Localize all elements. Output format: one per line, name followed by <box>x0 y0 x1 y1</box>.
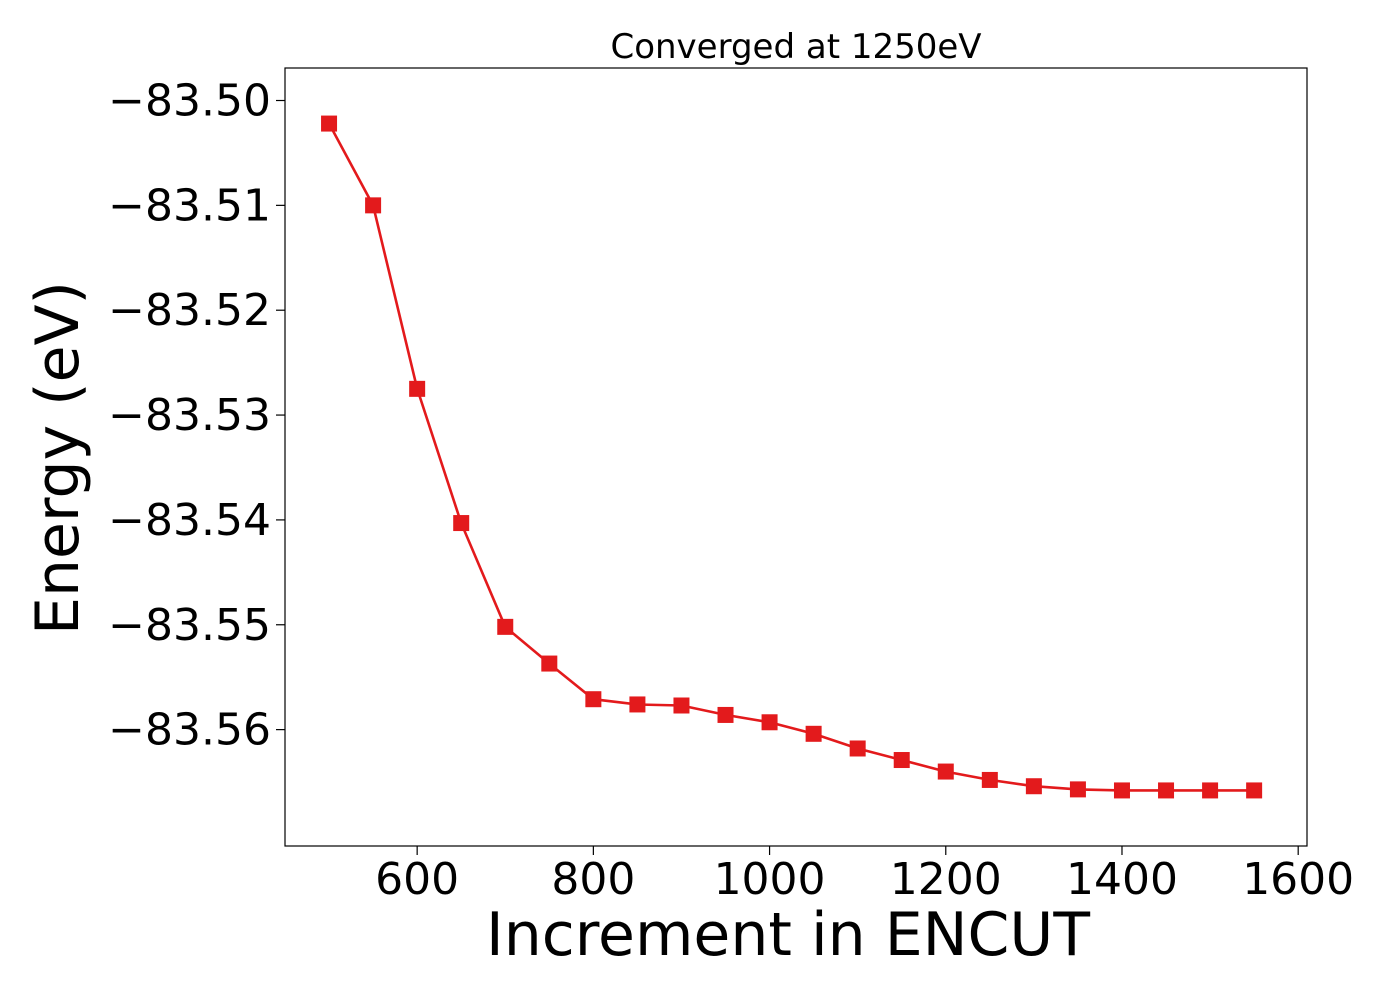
data-point <box>585 691 602 708</box>
y-tick-label: −83.52 <box>108 285 271 336</box>
x-tick-label: 600 <box>375 854 459 905</box>
data-point <box>1246 782 1263 799</box>
y-axis-label: Energy (eV) <box>23 281 93 635</box>
data-point <box>805 725 822 742</box>
x-tick-label: 1400 <box>1066 854 1178 905</box>
data-point <box>409 380 426 397</box>
y-tick-label: −83.50 <box>108 76 271 127</box>
data-point <box>893 752 910 769</box>
data-point <box>497 618 514 635</box>
data-point <box>937 763 954 780</box>
chart-title: Converged at 1250eV <box>610 27 981 67</box>
x-tick-label: 800 <box>551 854 635 905</box>
y-tick-label: −83.54 <box>108 495 271 546</box>
data-point <box>673 697 690 714</box>
data-point <box>1202 782 1219 799</box>
series-markers <box>321 115 1263 799</box>
data-point <box>1113 782 1130 799</box>
y-axis-ticks: −83.50 −83.51 −83.52 −83.53 −83.54 −83.55 −83.… <box>108 76 285 756</box>
series-line <box>327 122 1255 792</box>
y-tick-label: −83.53 <box>108 390 271 441</box>
x-axis-label: Increment in ENCUT <box>486 900 1090 970</box>
data-point <box>717 706 734 723</box>
y-tick-label: −83.56 <box>108 705 271 756</box>
x-tick-label: 1000 <box>714 854 826 905</box>
y-tick-label: −83.51 <box>108 180 271 231</box>
y-tick-label: −83.55 <box>108 600 271 651</box>
plot-frame <box>284 67 1308 847</box>
data-point <box>365 197 382 214</box>
data-point <box>761 714 778 731</box>
x-axis-ticks: 600 800 1000 1200 1400 1600 <box>375 846 1354 905</box>
data-point <box>453 515 470 532</box>
data-point <box>629 696 646 713</box>
data-point <box>981 771 998 788</box>
data-point <box>541 655 558 672</box>
data-point <box>849 740 866 757</box>
data-point <box>321 115 338 132</box>
x-tick-label: 1600 <box>1242 854 1354 905</box>
x-tick-label: 1200 <box>890 854 1002 905</box>
data-point <box>1069 781 1086 798</box>
data-point <box>1158 782 1175 799</box>
data-point <box>1025 778 1042 795</box>
